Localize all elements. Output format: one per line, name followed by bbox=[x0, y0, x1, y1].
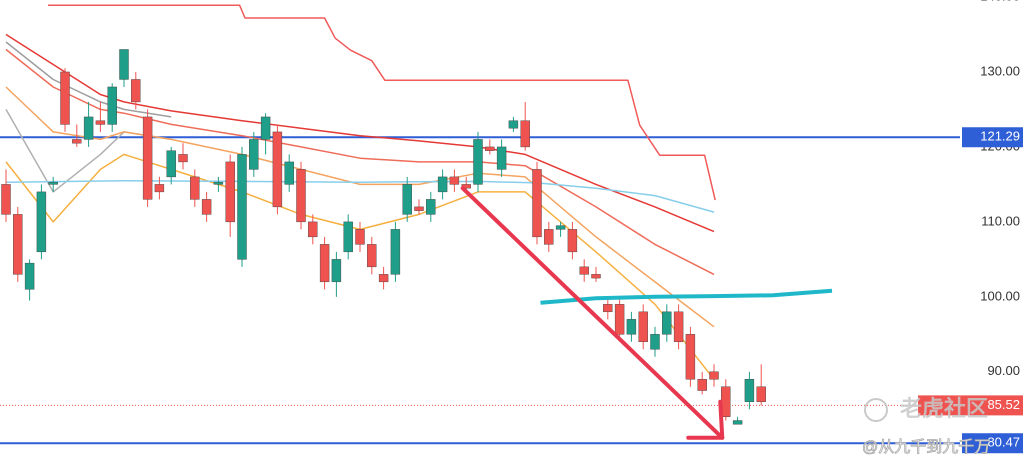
candle-body bbox=[213, 181, 224, 185]
trend-arrow bbox=[460, 186, 725, 440]
line-series bbox=[5, 153, 715, 380]
candle-body bbox=[485, 146, 495, 151]
candle-body bbox=[508, 120, 519, 129]
line-series bbox=[5, 41, 172, 118]
line-series bbox=[5, 86, 715, 328]
candle-body bbox=[95, 120, 106, 125]
candle-body bbox=[296, 169, 306, 223]
candle-body bbox=[83, 116, 94, 140]
candle-body bbox=[237, 154, 247, 260]
candle-body bbox=[343, 221, 353, 253]
candle-body bbox=[154, 184, 165, 193]
candle-body bbox=[579, 266, 589, 275]
candle-body bbox=[367, 244, 377, 268]
candle-body bbox=[461, 184, 471, 189]
candle-body bbox=[532, 169, 542, 238]
lines-layer bbox=[0, 4, 1023, 445]
candle-body bbox=[1, 184, 11, 215]
last-price-label: 85.52 bbox=[987, 397, 1020, 412]
candle-body bbox=[437, 176, 448, 193]
last-price-box bbox=[918, 395, 1023, 416]
candle-body bbox=[426, 199, 436, 215]
candle-body bbox=[520, 120, 530, 148]
candle-body bbox=[166, 150, 176, 178]
candle-body bbox=[732, 420, 743, 425]
watermark-handle: @从九千到九千万 bbox=[862, 438, 990, 456]
candle-body bbox=[119, 49, 129, 80]
candle-body bbox=[378, 274, 389, 283]
candle-body bbox=[709, 371, 719, 380]
candle-body bbox=[13, 214, 23, 275]
watermark-text: 老虎社区 bbox=[899, 396, 988, 421]
candle-body bbox=[36, 191, 47, 253]
watermark-icon bbox=[864, 398, 888, 422]
candle-body bbox=[591, 274, 601, 279]
candle-body bbox=[201, 199, 212, 215]
candle-body bbox=[638, 311, 648, 343]
candle-body bbox=[402, 184, 412, 215]
level-label-box bbox=[962, 127, 1023, 148]
candle-body bbox=[496, 146, 507, 170]
y-tick-label: 90.00 bbox=[987, 363, 1020, 378]
candle-body bbox=[673, 311, 684, 343]
candle-body bbox=[308, 221, 318, 238]
candle-body bbox=[72, 139, 82, 144]
line-series bbox=[5, 179, 715, 213]
candle-body bbox=[249, 139, 259, 170]
candle-body bbox=[272, 131, 283, 208]
candle-body bbox=[331, 259, 342, 283]
candle-body bbox=[131, 79, 141, 103]
y-tick-label: 100.00 bbox=[980, 288, 1020, 303]
candle-body bbox=[544, 229, 554, 245]
line-series bbox=[540, 288, 833, 305]
candle-body bbox=[24, 262, 35, 290]
candle-body bbox=[319, 244, 330, 283]
candle-body bbox=[685, 334, 696, 380]
level-label: 121.29 bbox=[980, 129, 1020, 144]
axis-background bbox=[960, 0, 1023, 473]
candle-body bbox=[107, 86, 117, 125]
line-series bbox=[48, 4, 716, 201]
candle-body bbox=[284, 161, 294, 185]
candle-body bbox=[626, 319, 637, 335]
candle-body bbox=[414, 206, 424, 211]
candle-body bbox=[555, 225, 566, 230]
line-series bbox=[5, 33, 715, 233]
line-series bbox=[5, 48, 715, 276]
y-tick-label: 140.00 bbox=[980, 0, 1020, 3]
candle-body bbox=[225, 161, 235, 223]
level-label: 80.47 bbox=[987, 435, 1020, 450]
candle-body bbox=[60, 71, 70, 125]
candle-body bbox=[650, 334, 660, 350]
level-label-box bbox=[962, 433, 1023, 454]
candle-body bbox=[603, 304, 613, 313]
candle-body bbox=[662, 311, 672, 335]
arrow-head bbox=[686, 399, 725, 440]
candle-body bbox=[697, 379, 707, 391]
candle-body bbox=[567, 229, 578, 253]
candle-body bbox=[390, 229, 401, 275]
y-tick-label: 130.00 bbox=[980, 63, 1020, 78]
candle-body bbox=[473, 139, 483, 185]
candle-body bbox=[142, 116, 153, 200]
candle-body bbox=[48, 181, 58, 185]
candle-body bbox=[614, 304, 625, 335]
overlay-layer bbox=[460, 186, 833, 440]
price-axis: 140.00130.00120.00110.00100.0090.00121.2… bbox=[862, 0, 1023, 473]
candle-body bbox=[260, 116, 271, 140]
candle-body bbox=[355, 229, 365, 245]
candle-body bbox=[744, 379, 755, 402]
candle-body bbox=[190, 176, 200, 200]
y-tick-label: 110.00 bbox=[981, 213, 1020, 228]
candle-body bbox=[449, 176, 460, 185]
candle-body bbox=[756, 386, 766, 402]
candle-body bbox=[178, 154, 188, 163]
candles-layer bbox=[1, 49, 766, 425]
